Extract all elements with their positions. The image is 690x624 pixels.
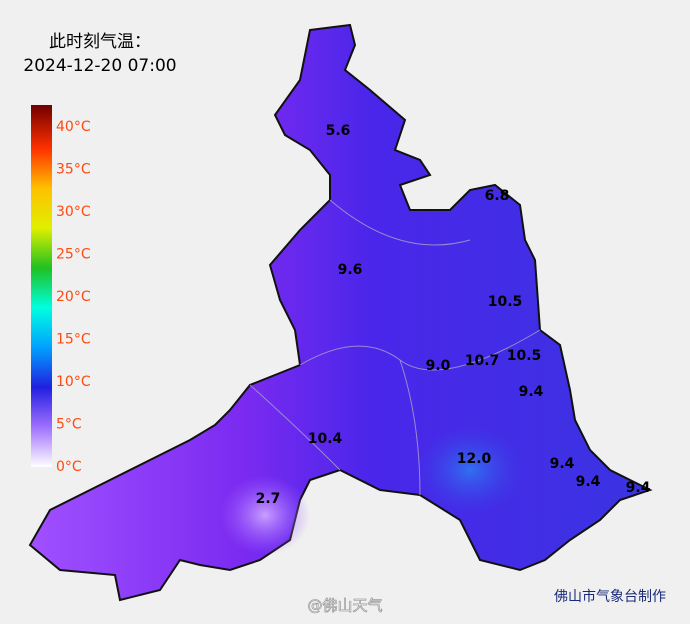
legend-label: 30°C [56, 204, 91, 220]
station-value: 12.0 [457, 451, 492, 467]
legend-label: 40°C [56, 119, 91, 135]
station-value: 10.4 [308, 431, 343, 447]
station-value: 9.0 [426, 358, 451, 374]
station-value: 9.4 [519, 384, 544, 400]
legend-label: 5°C [56, 417, 82, 433]
color-bar [31, 105, 52, 467]
station-value: 2.7 [256, 491, 281, 507]
station-value: 9.4 [550, 456, 575, 472]
station-value: 10.5 [507, 348, 542, 364]
watermark: @佛山天气 [307, 597, 382, 615]
legend-label: 10°C [56, 374, 91, 390]
title: 此时刻气温： [49, 32, 151, 52]
map [28, 23, 653, 602]
legend-label: 25°C [56, 247, 91, 263]
warm-spot [415, 425, 525, 515]
cold-spot [220, 475, 310, 555]
station-value: 9.4 [626, 480, 651, 496]
region [28, 23, 653, 602]
station-value: 10.5 [488, 294, 523, 310]
legend-label: 15°C [56, 332, 91, 348]
station-value: 10.7 [465, 353, 500, 369]
station-value: 9.6 [338, 262, 363, 278]
station-value: 6.8 [485, 188, 510, 204]
legend-label: 35°C [56, 162, 91, 178]
station-value: 9.4 [576, 474, 601, 490]
time: 2024-12-20 07:00 [23, 56, 176, 76]
legend-label: 0°C [56, 459, 82, 475]
legend-label: 20°C [56, 289, 91, 305]
credit: 佛山市气象台制作 [554, 588, 666, 605]
district-border [249, 199, 541, 496]
station-value: 5.6 [326, 123, 351, 139]
